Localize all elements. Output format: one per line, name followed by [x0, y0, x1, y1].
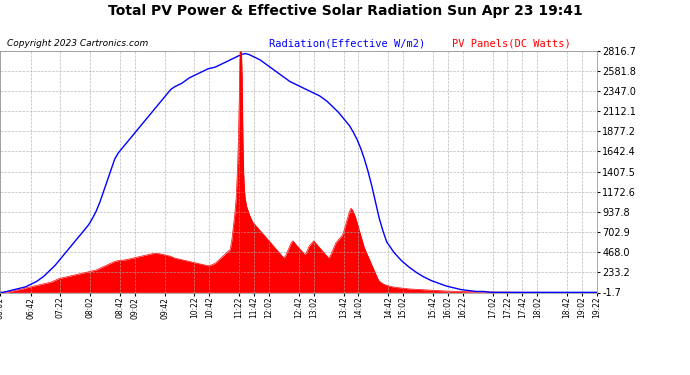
Text: Radiation(Effective W/m2): Radiation(Effective W/m2)	[269, 38, 425, 48]
Text: Total PV Power & Effective Solar Radiation Sun Apr 23 19:41: Total PV Power & Effective Solar Radiati…	[108, 4, 582, 18]
Text: Copyright 2023 Cartronics.com: Copyright 2023 Cartronics.com	[7, 39, 148, 48]
Text: PV Panels(DC Watts): PV Panels(DC Watts)	[452, 38, 571, 48]
